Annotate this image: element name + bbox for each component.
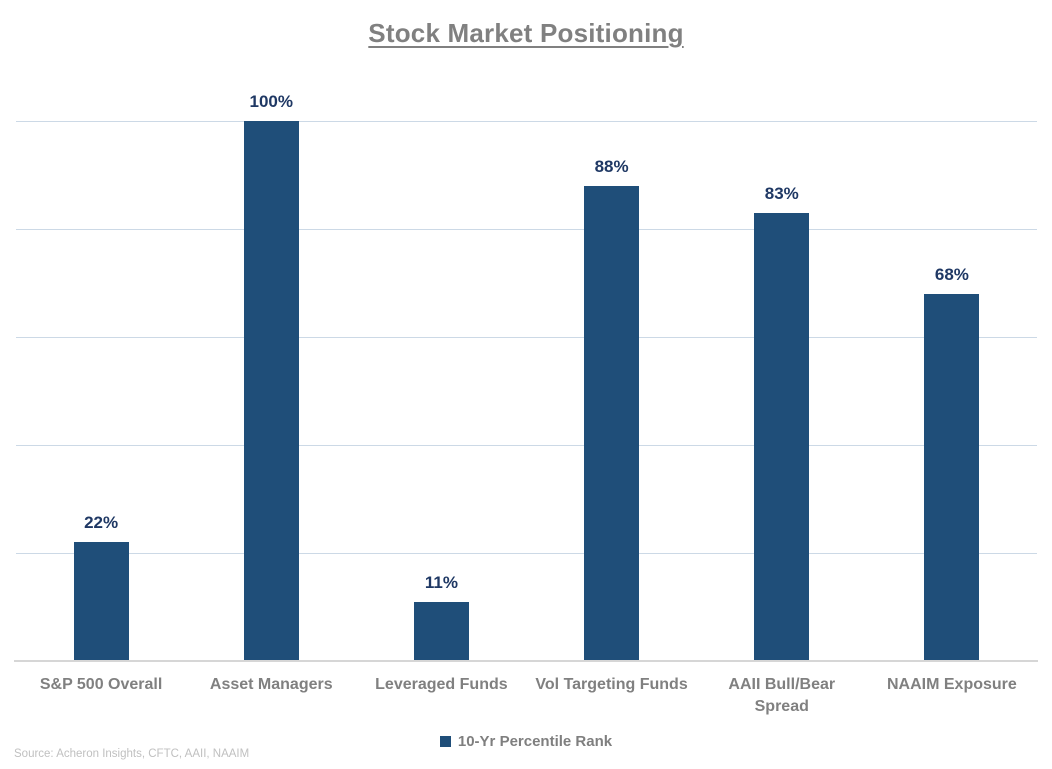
- chart-title: Stock Market Positioning: [368, 18, 684, 48]
- x-axis-category-labels: S&P 500 Overall Asset Managers Leveraged F…: [16, 674, 1037, 726]
- value-label: 11%: [424, 572, 458, 592]
- gridline-80pct: [16, 229, 1037, 230]
- x-axis-line: [14, 660, 1038, 662]
- value-label: 68%: [934, 264, 969, 284]
- gridline-40pct: [16, 445, 1037, 446]
- bar: [754, 212, 810, 661]
- value-label: 22%: [84, 513, 119, 533]
- category-label: S&P 500 Overall: [39, 676, 163, 693]
- category-label: Leveraged Funds: [375, 676, 508, 693]
- gridline-60pct: [16, 337, 1037, 338]
- value-label: 100%: [249, 92, 293, 111]
- category-label: Asset Managers: [209, 676, 333, 693]
- value-label: 83%: [764, 183, 799, 203]
- value-label: 88%: [594, 156, 629, 176]
- source-note: Source: Acheron Insights, CFTC, AAII, NA…: [14, 748, 250, 760]
- bar: [73, 542, 129, 661]
- plot-area: [16, 121, 1037, 661]
- bar: [924, 293, 980, 661]
- category-label: NAAIM Exposure: [887, 676, 1017, 693]
- bar: [243, 121, 299, 661]
- gridline-20pct: [16, 553, 1037, 554]
- legend: 10-Yr Percentile Rank: [0, 733, 1052, 750]
- legend-swatch-icon: [439, 736, 451, 747]
- bar: [584, 185, 640, 661]
- category-label: Vol Targeting Funds: [535, 676, 688, 693]
- bar: [413, 601, 469, 661]
- category-label: AAII Bull/Bear Spread: [728, 676, 836, 715]
- legend-label: 10-Yr Percentile Rank: [457, 733, 613, 750]
- gridline-100pct: [16, 121, 1037, 122]
